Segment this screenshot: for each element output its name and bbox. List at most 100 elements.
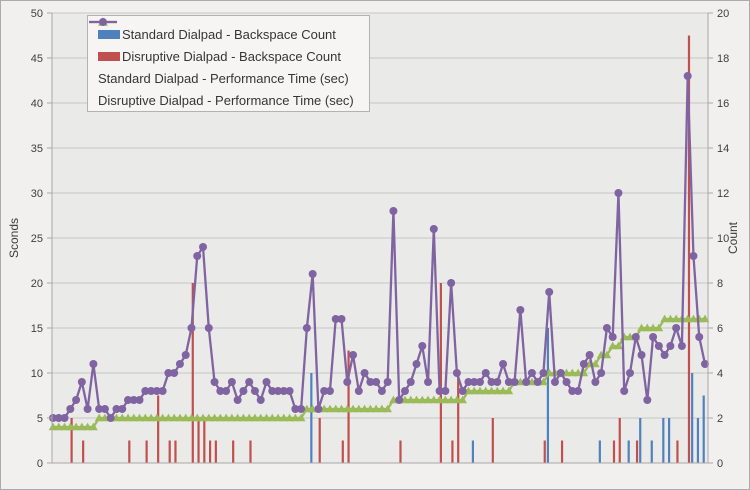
legend-swatch-disruptive-time-icon — [89, 18, 117, 26]
circle-marker — [377, 387, 386, 395]
circle-marker — [158, 387, 167, 395]
left-axis-tick-label: 25 — [31, 233, 43, 245]
circle-marker — [360, 369, 369, 377]
circle-marker — [516, 306, 525, 314]
triangle-marker — [140, 413, 150, 422]
triangle-marker — [683, 314, 693, 323]
triangle-marker — [360, 404, 369, 413]
triangle-marker — [285, 413, 294, 422]
triangle-marker — [417, 395, 427, 404]
triangle-marker — [435, 395, 444, 404]
triangle-marker — [215, 413, 225, 422]
triangle-marker — [129, 413, 139, 422]
triangle-marker — [452, 395, 462, 404]
circle-marker — [585, 351, 594, 359]
legend-item-disruptive-time: Disruptive Dialpad - Performance Time (s… — [89, 18, 369, 111]
circle-marker — [268, 387, 277, 395]
circle-marker — [654, 342, 663, 350]
triangle-marker — [671, 314, 681, 323]
circle-marker — [424, 378, 433, 386]
right-axis-tick-label: 4 — [717, 368, 723, 380]
circle-marker — [152, 387, 161, 395]
circle-marker — [210, 378, 219, 386]
right-axis-tick-label: 12 — [717, 188, 729, 200]
triangle-marker — [221, 413, 231, 422]
circle-marker — [95, 405, 104, 413]
bars-disruptive-backspace — [70, 35, 691, 463]
circle-marker — [591, 378, 600, 386]
circle-marker — [279, 387, 288, 395]
right-axis-tick-label: 20 — [717, 8, 729, 20]
left-axis-tick-label: 50 — [31, 8, 43, 20]
triangle-marker — [498, 386, 508, 395]
circle-marker — [141, 387, 150, 395]
left-axis-tick-label: 45 — [31, 53, 43, 65]
circle-marker — [562, 378, 571, 386]
circle-marker — [579, 360, 588, 368]
circle-marker — [625, 369, 634, 377]
triangle-marker — [204, 413, 214, 422]
circle-marker — [447, 279, 456, 287]
circle-marker — [620, 387, 629, 395]
triangle-marker — [181, 413, 191, 422]
circle-marker — [614, 189, 623, 197]
circle-marker — [147, 387, 156, 395]
left-axis-tick-label: 10 — [31, 368, 43, 380]
triangle-marker — [227, 413, 237, 422]
triangle-marker — [348, 404, 358, 413]
circle-marker — [504, 378, 513, 386]
triangle-marker — [135, 413, 144, 422]
right-axis-tick-label: 18 — [717, 53, 729, 65]
circle-marker — [649, 333, 658, 341]
circle-marker — [683, 72, 692, 80]
triangle-marker — [146, 413, 156, 422]
circle-marker — [66, 405, 75, 413]
circle-marker — [533, 378, 542, 386]
circle-marker — [689, 252, 698, 260]
circle-marker — [383, 378, 392, 386]
triangle-marker — [590, 359, 600, 368]
line-disruptive-time — [49, 72, 709, 422]
circle-marker — [233, 396, 242, 404]
circle-marker — [527, 369, 536, 377]
circle-marker — [550, 378, 559, 386]
circle-marker — [493, 378, 502, 386]
circle-marker — [262, 378, 271, 386]
circle-marker — [441, 387, 450, 395]
circle-marker — [325, 387, 334, 395]
circle-marker — [539, 369, 548, 377]
circle-marker — [129, 396, 138, 404]
circle-marker — [429, 225, 438, 233]
right-axis-tick-label: 8 — [717, 278, 723, 290]
circle-marker — [222, 387, 231, 395]
triangle-marker — [481, 386, 491, 395]
triangle-marker — [654, 323, 664, 332]
circle-marker — [204, 324, 213, 332]
right-axis-tick-label: 16 — [717, 98, 729, 110]
circle-marker — [54, 414, 63, 422]
circle-marker — [170, 369, 179, 377]
circle-marker — [452, 369, 461, 377]
triangle-marker — [48, 422, 58, 431]
triangle-marker — [602, 350, 612, 359]
legend-swatch-standard-backspace-icon — [98, 29, 120, 39]
circle-marker — [522, 378, 531, 386]
circle-marker — [510, 378, 519, 386]
circle-marker — [343, 378, 352, 386]
triangle-marker — [614, 341, 623, 350]
legend-swatch-disruptive-backspace-icon — [98, 51, 120, 61]
triangle-marker — [187, 413, 196, 422]
circle-marker — [106, 414, 115, 422]
right-axis-tick-label: 10 — [717, 233, 729, 245]
triangle-marker — [267, 413, 277, 422]
triangle-marker — [273, 413, 283, 422]
circle-marker — [239, 387, 248, 395]
circle-marker — [72, 396, 81, 404]
circle-marker — [602, 324, 611, 332]
bars-standard-backspace — [310, 328, 705, 463]
legend-item-standard-backspace: Standard Dialpad - Backspace Count — [98, 23, 369, 45]
triangle-marker — [469, 386, 479, 395]
left-axis-tick-label: 40 — [31, 98, 43, 110]
left-axis-tick-label: 35 — [31, 143, 43, 155]
